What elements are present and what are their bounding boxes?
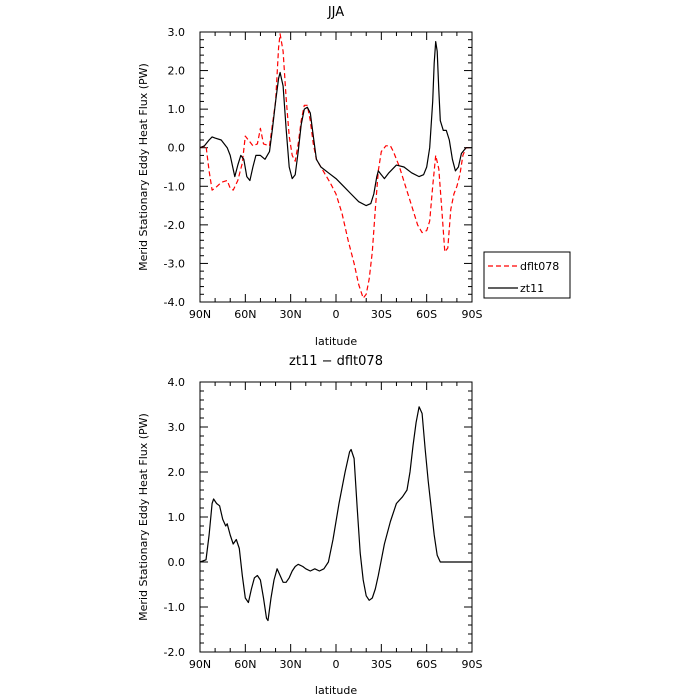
x-tick-label-top-0: 90N [189, 308, 211, 321]
ticks-top: 90N 60N 30N 0 30S 60S 90S 3.0 2.0 1.0 0.0 -1.0 -2.0 -… [164, 26, 483, 321]
y-tick-label-top-6: -3.0 [164, 257, 185, 270]
panel-top: JJA 90N 60N 30N 0 30S 60S 90S 3.0 2.0 1.0 0.0 -1.0 -… [137, 5, 571, 348]
plot-frame-bottom [199, 381, 473, 653]
x-tick-label-top-1: 60N [234, 308, 256, 321]
y-tick-label-bottom-1: 3.0 [168, 421, 186, 434]
y-tick-label-top-0: 3.0 [168, 26, 186, 39]
chart-title-bottom: zt11 − dflt078 [289, 354, 383, 369]
x-tick-label-top-5: 60S [416, 308, 437, 321]
chart-title-top: JJA [327, 5, 344, 20]
legend-label-zt11: zt11 [520, 282, 544, 295]
legend-label-dflt078: dflt078 [520, 260, 559, 273]
series-layer-top [199, 33, 472, 299]
x-axis-label-bottom: latitude [315, 684, 357, 697]
x-tick-label-bottom-4: 30S [371, 658, 392, 671]
y-tick-label-bottom-0: 4.0 [168, 376, 186, 389]
y-tick-label-top-3: 0.0 [168, 142, 186, 155]
x-tick-label-bottom-6: 90S [462, 658, 483, 671]
x-tick-label-top-2: 30N [280, 308, 302, 321]
y-tick-label-top-7: -4.0 [164, 296, 185, 309]
series-layer-bottom [199, 406, 472, 622]
y-tick-label-bottom-6: -2.0 [164, 646, 185, 659]
x-tick-label-bottom-1: 60N [234, 658, 256, 671]
panel-bottom: zt11 − dflt078 90N 60N 30N 0 30S 60S 90S 4.0 3.0… [137, 354, 483, 697]
x-tick-label-bottom-2: 30N [280, 658, 302, 671]
x-tick-label-bottom-0: 90N [189, 658, 211, 671]
y-tick-label-bottom-2: 2.0 [168, 466, 186, 479]
series-line-bottom-0 [199, 406, 472, 622]
y-tick-label-top-2: 1.0 [168, 103, 186, 116]
y-tick-label-top-1: 2.0 [168, 65, 186, 78]
y-tick-label-bottom-3: 1.0 [168, 511, 186, 524]
legend: dflt078 zt11 [483, 251, 571, 299]
y-tick-label-top-4: -1.0 [164, 180, 185, 193]
x-tick-label-top-3: 0 [333, 308, 340, 321]
y-tick-label-bottom-5: -1.0 [164, 601, 185, 614]
x-tick-label-bottom-3: 0 [333, 658, 340, 671]
x-tick-label-top-4: 30S [371, 308, 392, 321]
series-line-top-dflt078 [199, 33, 472, 299]
y-axis-label-top: Merid Stationary Eddy Heat Flux (PW) [137, 63, 150, 271]
series-line-top-zt11 [199, 41, 472, 207]
y-tick-label-top-5: -2.0 [164, 219, 185, 232]
x-tick-label-bottom-5: 60S [416, 658, 437, 671]
x-tick-label-top-6: 90S [462, 308, 483, 321]
legend-box [483, 251, 571, 299]
y-axis-label-bottom: Merid Stationary Eddy Heat Flux (PW) [137, 413, 150, 621]
x-axis-label-top: latitude [315, 335, 357, 348]
y-tick-label-bottom-4: 0.0 [168, 556, 186, 569]
ticks-bottom: 90N 60N 30N 0 30S 60S 90S 4.0 3.0 2.0 1.0 0.0 -1.0 -2… [164, 376, 483, 671]
